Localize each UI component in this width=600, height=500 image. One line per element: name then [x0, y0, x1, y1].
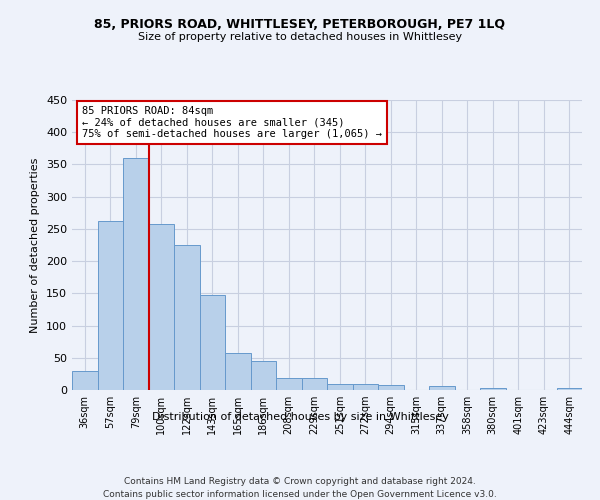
Bar [480, 388, 505, 390]
Bar [353, 384, 378, 390]
Bar [276, 378, 302, 390]
Text: Contains HM Land Registry data © Crown copyright and database right 2024.: Contains HM Land Registry data © Crown c… [124, 478, 476, 486]
Bar [302, 378, 327, 390]
Y-axis label: Number of detached properties: Number of detached properties [31, 158, 40, 332]
Bar [251, 361, 276, 390]
Bar [429, 386, 455, 390]
Bar [557, 388, 582, 390]
Bar [327, 384, 353, 390]
Bar [123, 158, 149, 390]
Text: Distribution of detached houses by size in Whittlesey: Distribution of detached houses by size … [152, 412, 448, 422]
Text: Size of property relative to detached houses in Whittlesey: Size of property relative to detached ho… [138, 32, 462, 42]
Bar [72, 370, 97, 390]
Text: 85 PRIORS ROAD: 84sqm
← 24% of detached houses are smaller (345)
75% of semi-det: 85 PRIORS ROAD: 84sqm ← 24% of detached … [82, 106, 382, 139]
Bar [174, 245, 199, 390]
Bar [378, 386, 404, 390]
Text: 85, PRIORS ROAD, WHITTLESEY, PETERBOROUGH, PE7 1LQ: 85, PRIORS ROAD, WHITTLESEY, PETERBOROUG… [95, 18, 505, 30]
Bar [199, 294, 225, 390]
Bar [149, 224, 174, 390]
Text: Contains public sector information licensed under the Open Government Licence v3: Contains public sector information licen… [103, 490, 497, 499]
Bar [97, 221, 123, 390]
Bar [225, 354, 251, 390]
